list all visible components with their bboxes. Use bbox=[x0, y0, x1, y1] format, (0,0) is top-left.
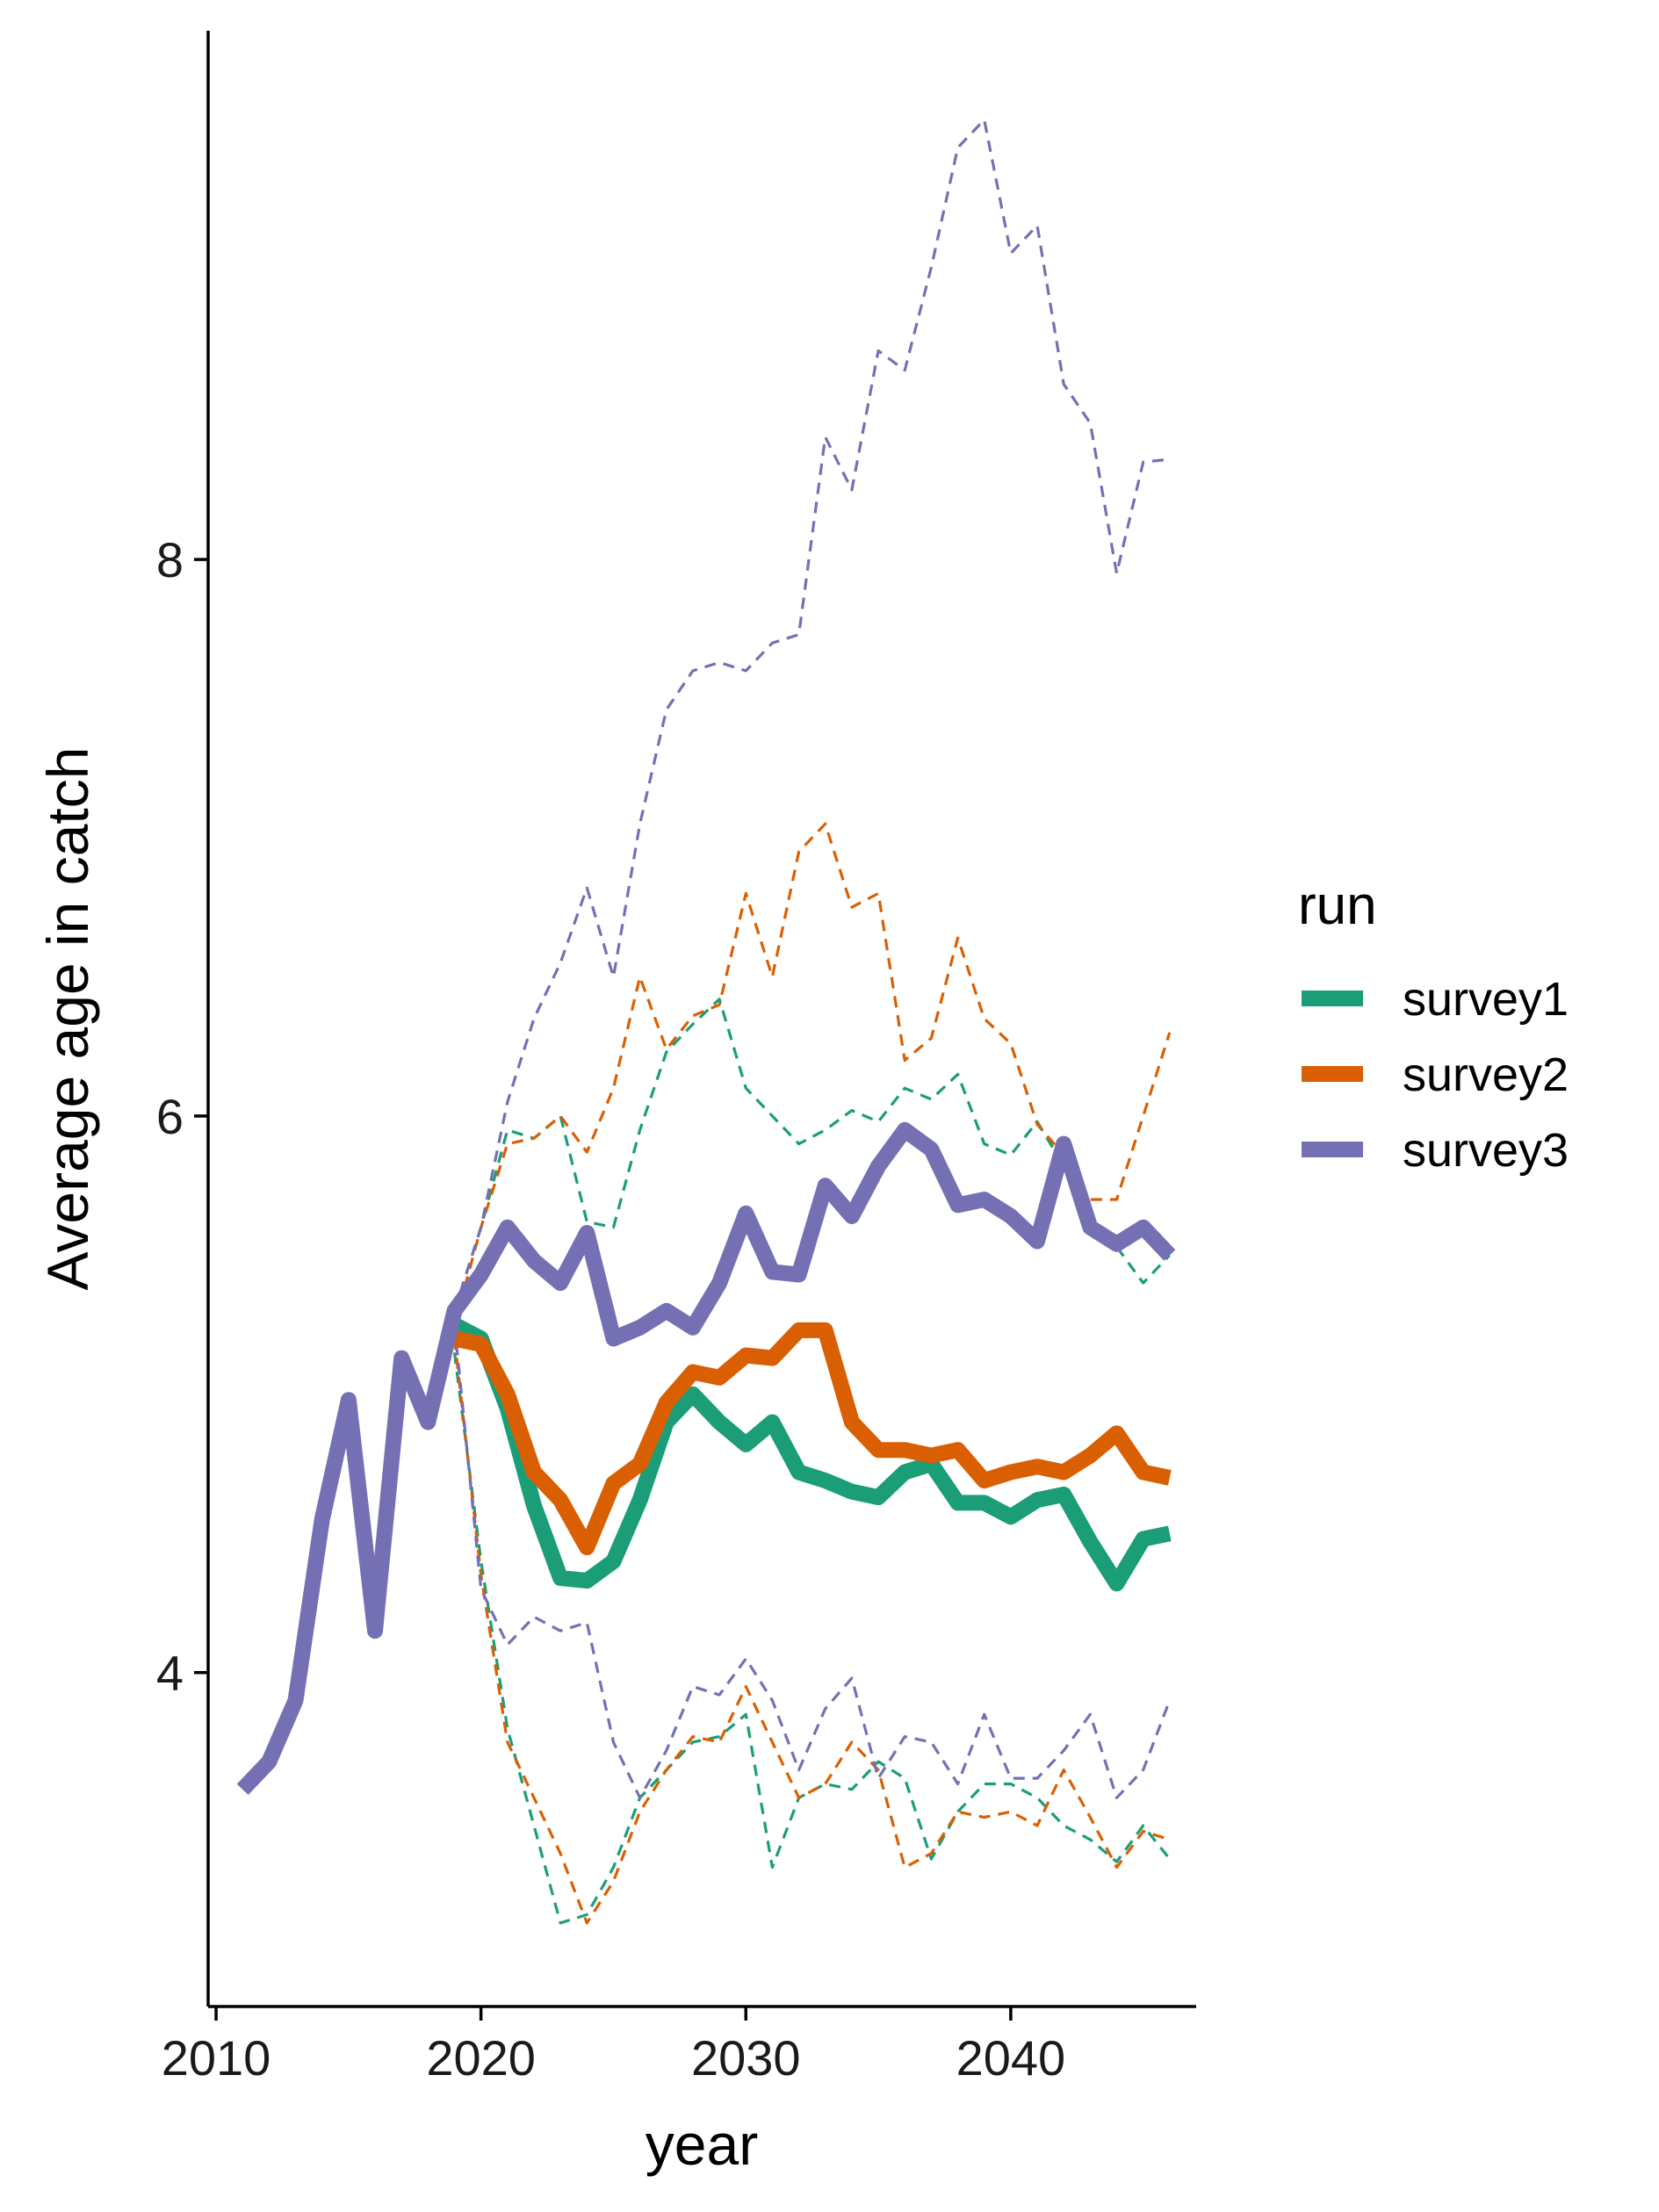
legend: run survey1 survey2 survey3 bbox=[1298, 875, 1569, 1177]
x-tick-label: 2030 bbox=[691, 2030, 801, 2086]
survey1-lower-line bbox=[452, 1352, 1172, 1925]
x-tick-label: 2020 bbox=[426, 2030, 536, 2086]
y-tick-label: 8 bbox=[156, 532, 184, 587]
legend-label-survey3: survey3 bbox=[1403, 1124, 1569, 1177]
survey3-lower-line bbox=[452, 1324, 1172, 1799]
survey2-upper-line bbox=[452, 822, 1172, 1326]
y-tick-label: 6 bbox=[156, 1089, 184, 1144]
y-axis-title: Average age in catch bbox=[35, 747, 100, 1291]
survey3-upper-line bbox=[452, 118, 1170, 1312]
y-axis-ticks: 4 6 8 bbox=[156, 532, 208, 1701]
x-axis-ticks: 2010 2020 2030 2040 bbox=[162, 2007, 1065, 2086]
x-tick-label: 2010 bbox=[162, 2030, 271, 2086]
survey2-median-line bbox=[452, 1322, 1172, 1556]
legend-title: run bbox=[1298, 875, 1377, 936]
survey2-lower-line bbox=[452, 1338, 1171, 1925]
survey1-median-line bbox=[451, 1317, 1172, 1592]
x-tick-label: 2040 bbox=[956, 2030, 1066, 2086]
plot-area bbox=[236, 118, 1176, 1925]
survey1-upper-line bbox=[452, 998, 1171, 1312]
legend-label-survey1: survey1 bbox=[1403, 973, 1569, 1026]
x-axis-title: year bbox=[646, 2112, 758, 2177]
legend-label-survey2: survey2 bbox=[1403, 1048, 1569, 1101]
y-tick-label: 4 bbox=[156, 1646, 184, 1701]
survey3-median-line bbox=[236, 1121, 1176, 1796]
